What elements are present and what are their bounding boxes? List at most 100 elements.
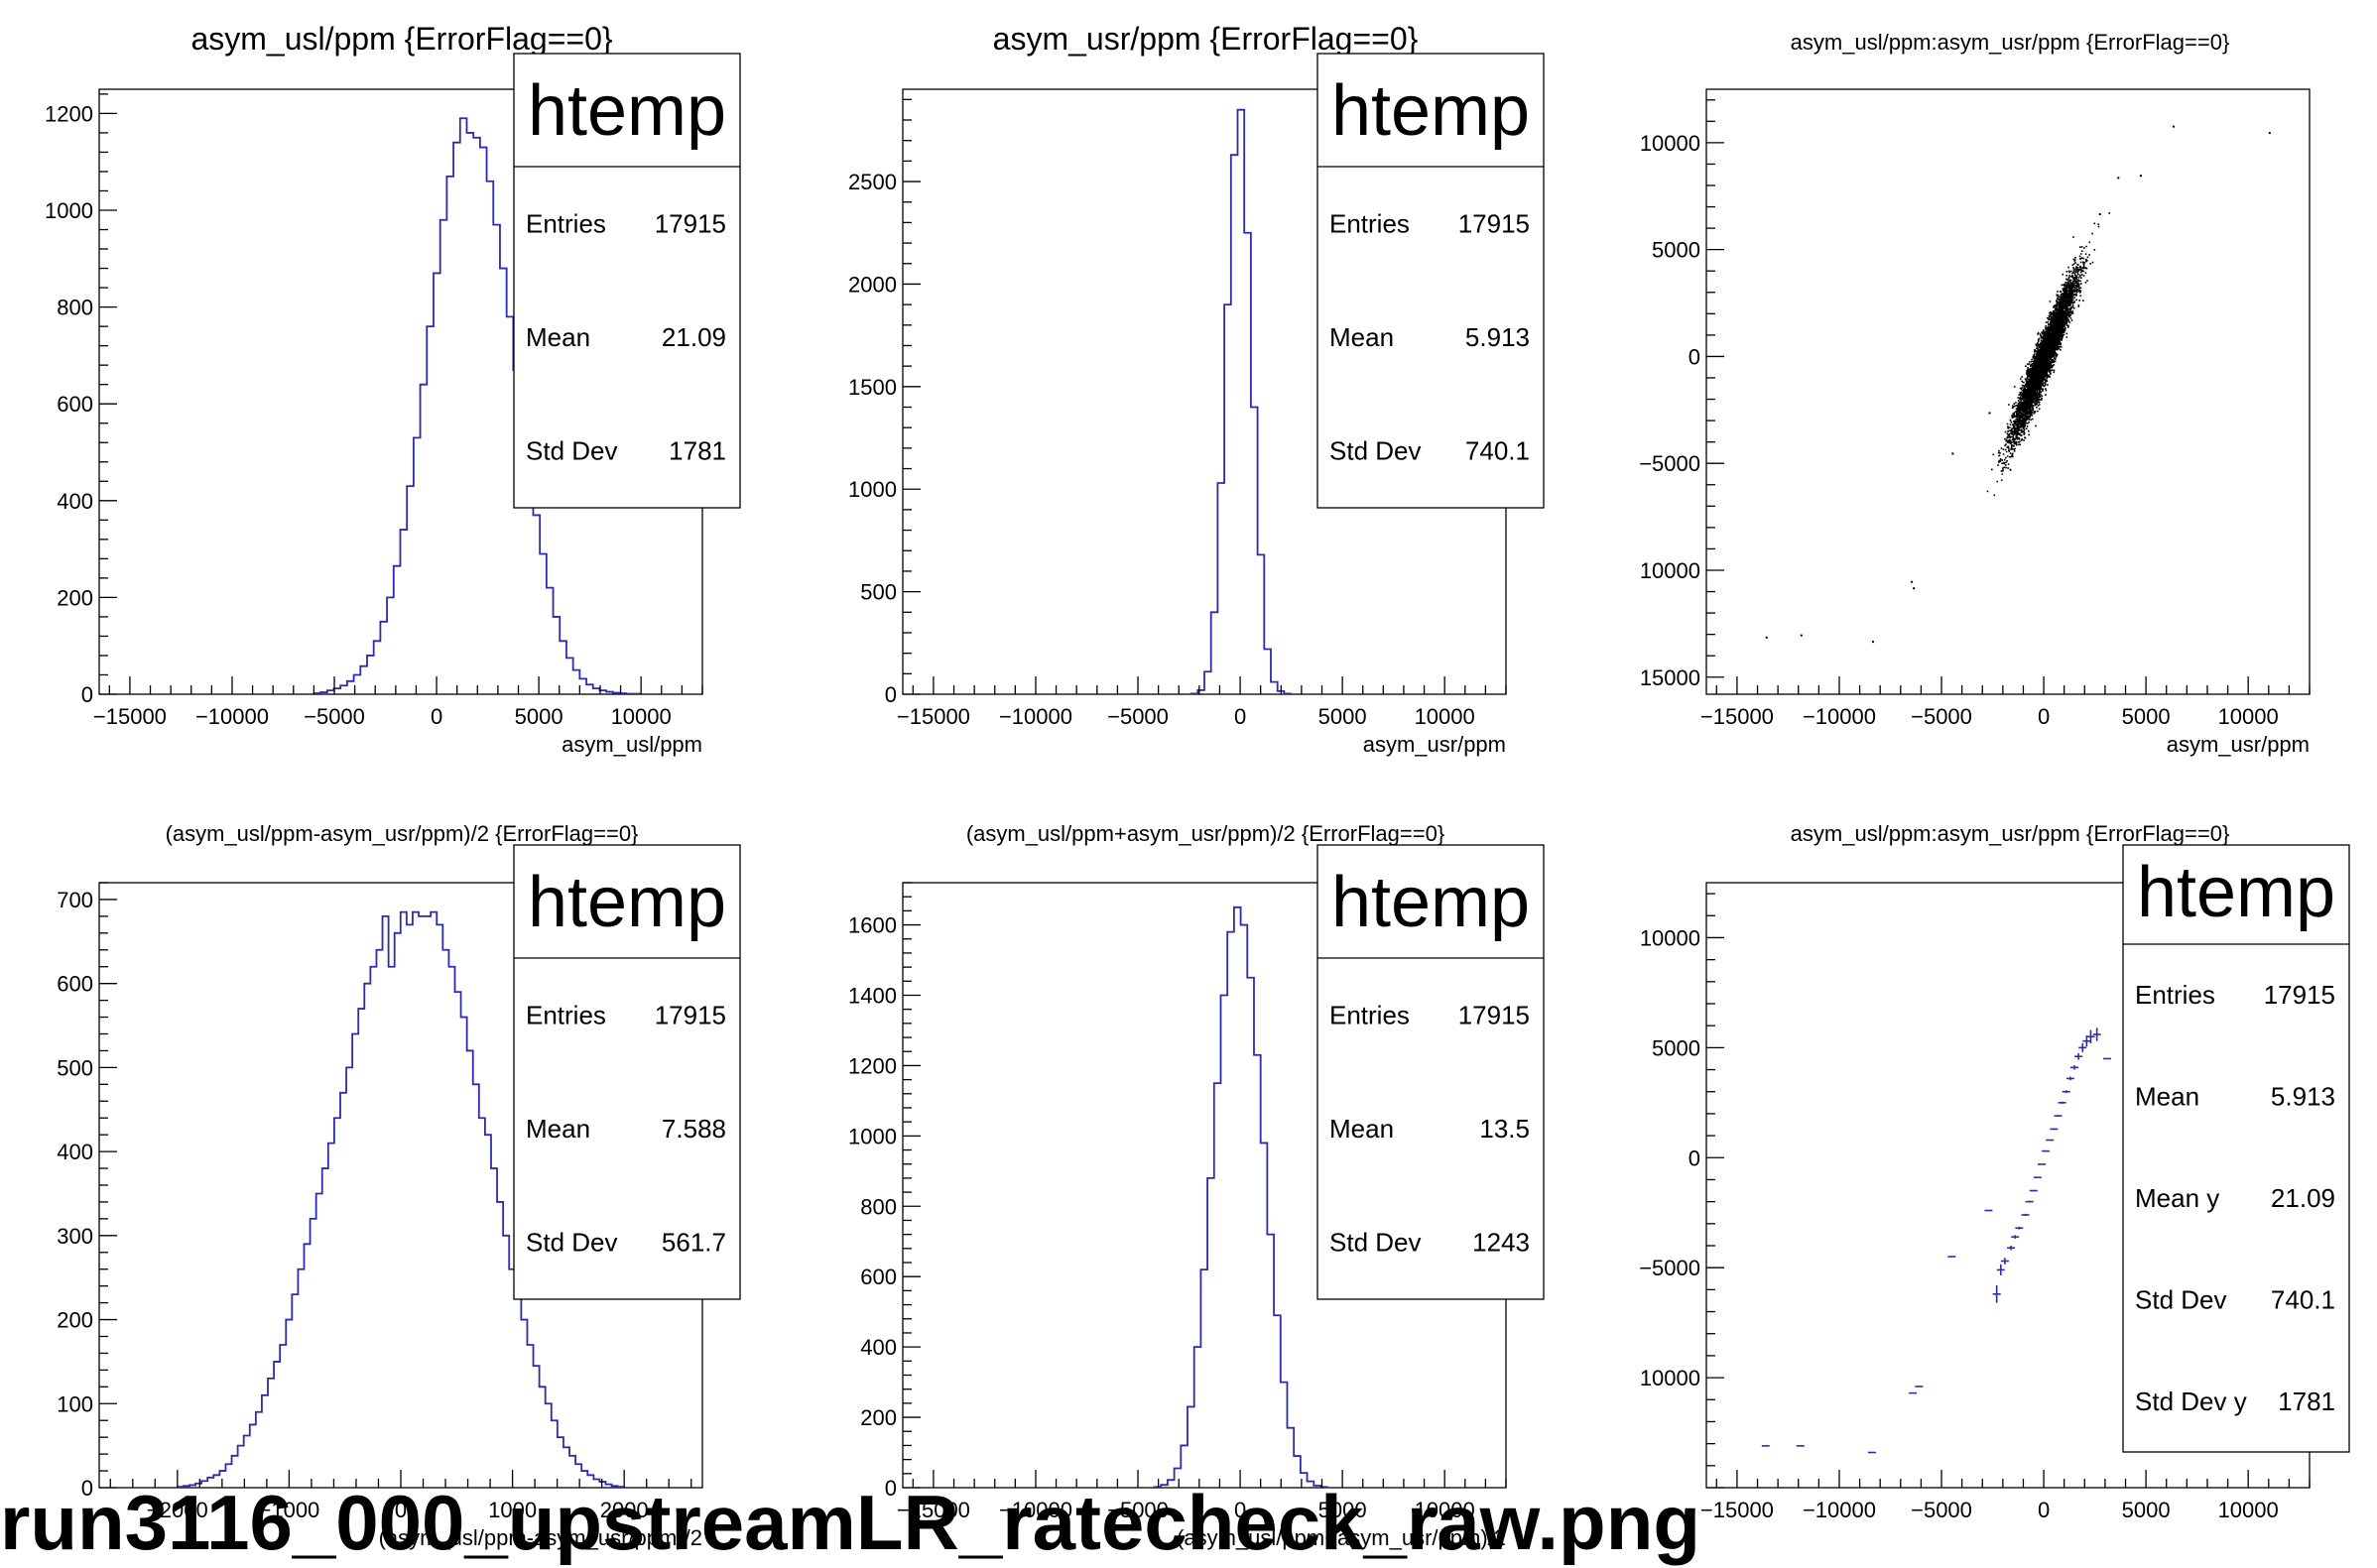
y-tick-label: 2000 — [848, 272, 897, 297]
histogram-series — [1189, 108, 1292, 694]
stats-row-label: Std Dev — [2135, 1284, 2227, 1314]
stats-box: htemp Entries 17915 Mean 21.09 Std Dev 1781 — [513, 53, 741, 509]
stats-row-value: 17915 — [2264, 980, 2335, 1010]
y-tick-label: 10000 — [1640, 925, 1700, 950]
stats-row-label: Entries — [2135, 980, 2215, 1010]
chart-panel-2: −15000 −10000 −5000 0 5000 10000 0 500 1000 1500 2… — [848, 21, 1545, 757]
y-tick-label: 1500 — [848, 375, 897, 400]
y-tick-label: 600 — [860, 1265, 897, 1289]
x-tick-label: 10000 — [2218, 704, 2279, 729]
y-tick-label: 1200 — [848, 1053, 897, 1078]
stats-row-value: 13.5 — [1479, 1114, 1530, 1144]
y-tick-label: 5000 — [1652, 238, 1700, 263]
plot-title: asym_usl/ppm {ErrorFlag==0} — [190, 21, 612, 57]
stats-row-label: Std Dev — [1329, 436, 1422, 466]
y-tick-label: 400 — [57, 1140, 93, 1164]
stats-box-name: htemp — [1331, 863, 1530, 942]
histogram-series — [313, 117, 641, 694]
y-tick-label: 600 — [57, 392, 93, 417]
scatter-point — [1911, 580, 1914, 583]
y-tick-label: 1000 — [848, 1124, 897, 1148]
stats-row-value: 7.588 — [662, 1114, 726, 1144]
stats-box: htemp Entries 17915 Mean 5.913 Mean y 21.09 Std… — [2122, 844, 2350, 1453]
profile-point — [1996, 1264, 2005, 1275]
histogram-series — [176, 910, 625, 1488]
y-tick-label: 0 — [1689, 1146, 1700, 1170]
profile-point — [2038, 1163, 2047, 1165]
x-tick-label: −5000 — [1107, 1498, 1169, 1522]
chart-panel-4: −2000 −1000 0 1000 2000 0 100 200 300 400 500 600 70… — [57, 821, 741, 1550]
data-layer — [1761, 969, 2140, 1454]
profile-point — [2050, 1128, 2059, 1131]
chart-panel-3: −15000 −10000 −5000 0 5000 10000 15000 10000 −50… — [1639, 30, 2311, 757]
y-tick-label: 400 — [860, 1335, 897, 1360]
y-tick-label: 700 — [57, 888, 93, 912]
y-tick-label: 400 — [57, 489, 93, 514]
y-tick-label: 200 — [57, 585, 93, 610]
stats-box-name: htemp — [1331, 71, 1530, 151]
stats-row-label: Std Dev — [526, 436, 618, 466]
stats-row-value: 21.09 — [2271, 1183, 2335, 1213]
stats-row-label: Mean — [2135, 1082, 2199, 1112]
x-tick-label: −15000 — [93, 704, 167, 729]
profile-point — [2062, 1090, 2070, 1094]
y-tick-label: 10000 — [1640, 1366, 1700, 1390]
y-tick-label: 200 — [860, 1405, 897, 1430]
stats-box-name: htemp — [528, 863, 726, 942]
stats-row-label: Std Dev — [1329, 1228, 1422, 1258]
stats-row-value: 17915 — [655, 208, 726, 238]
stats-row-value: 17915 — [655, 1000, 726, 1029]
y-tick-label: 300 — [57, 1224, 93, 1249]
plot-title: asym_usr/ppm {ErrorFlag==0} — [993, 21, 1419, 57]
scatter-point — [2098, 213, 2101, 216]
stats-row-value: 5.913 — [2271, 1082, 2335, 1112]
plot-title: asym_usl/ppm:asym_usr/ppm {ErrorFlag==0} — [1791, 30, 2230, 55]
stats-row-value: 17915 — [1458, 1000, 1530, 1029]
stats-row-value: 21.09 — [662, 322, 726, 352]
y-tick-label: 600 — [57, 972, 93, 997]
y-tick-label: 0 — [81, 682, 93, 707]
stats-box-name: htemp — [528, 71, 726, 151]
x-axis-label: (asym_usl/ppm-asym_usr/ppm)/2 — [379, 1525, 702, 1550]
scatter-point — [2172, 125, 2175, 128]
data-layer — [176, 910, 625, 1488]
profile-point — [2015, 1226, 2024, 1230]
scatter-point — [1765, 636, 1768, 639]
y-tick-label: 1000 — [45, 198, 93, 223]
plot-title: (asym_usl/ppm-asym_usr/ppm)/2 {ErrorFlag… — [166, 821, 639, 846]
x-tick-label: 5000 — [2122, 704, 2171, 729]
x-tick-label: 0 — [2038, 1498, 2050, 1522]
y-tick-label: 500 — [860, 580, 897, 605]
y-tick-label: 0 — [885, 1476, 897, 1501]
profile-point — [2065, 1076, 2074, 1081]
scatter-point — [1913, 587, 1916, 590]
plot-title: asym_usl/ppm:asym_usr/ppm {ErrorFlag==0} — [1791, 821, 2230, 846]
y-tick-label: 10000 — [1640, 558, 1700, 583]
stats-row-value: 17915 — [1458, 208, 1530, 238]
profile-point — [2046, 1139, 2055, 1142]
profile-point — [2042, 1149, 2051, 1152]
x-tick-label: −15000 — [1700, 1498, 1774, 1522]
x-tick-label: −10000 — [1803, 1498, 1876, 1522]
chart-panel-1: −15000 −10000 −5000 0 5000 10000 0 200 400 600 800… — [45, 21, 741, 757]
y-tick-label: 0 — [1689, 344, 1700, 369]
stats-box: htemp Entries 17915 Mean 13.5 Std Dev 1243 — [1316, 844, 1545, 1300]
profile-point — [2069, 1065, 2078, 1070]
x-tick-label: 0 — [431, 704, 442, 729]
profile-point — [2082, 1035, 2091, 1047]
x-tick-label: 5000 — [1318, 1498, 1367, 1522]
x-tick-label: 10000 — [611, 704, 672, 729]
data-layer — [1153, 905, 1328, 1488]
x-tick-label: 0 — [395, 1498, 407, 1522]
profile-point — [2074, 1052, 2083, 1060]
profile-point — [1992, 1284, 2001, 1303]
x-tick-label: −10000 — [1803, 704, 1876, 729]
x-tick-label: −15000 — [897, 704, 970, 729]
scatter-point — [1800, 634, 1803, 637]
x-tick-label: 1000 — [488, 1498, 537, 1522]
stats-row-label: Std Dev — [526, 1228, 618, 1258]
x-tick-label: −1000 — [259, 1498, 320, 1522]
plot-title: (asym_usl/ppm+asym_usr/ppm)/2 {ErrorFlag… — [966, 821, 1444, 846]
chart-panel-5: −15000 −10000 −5000 0 5000 10000 0 200 400 600 800… — [848, 821, 1545, 1550]
